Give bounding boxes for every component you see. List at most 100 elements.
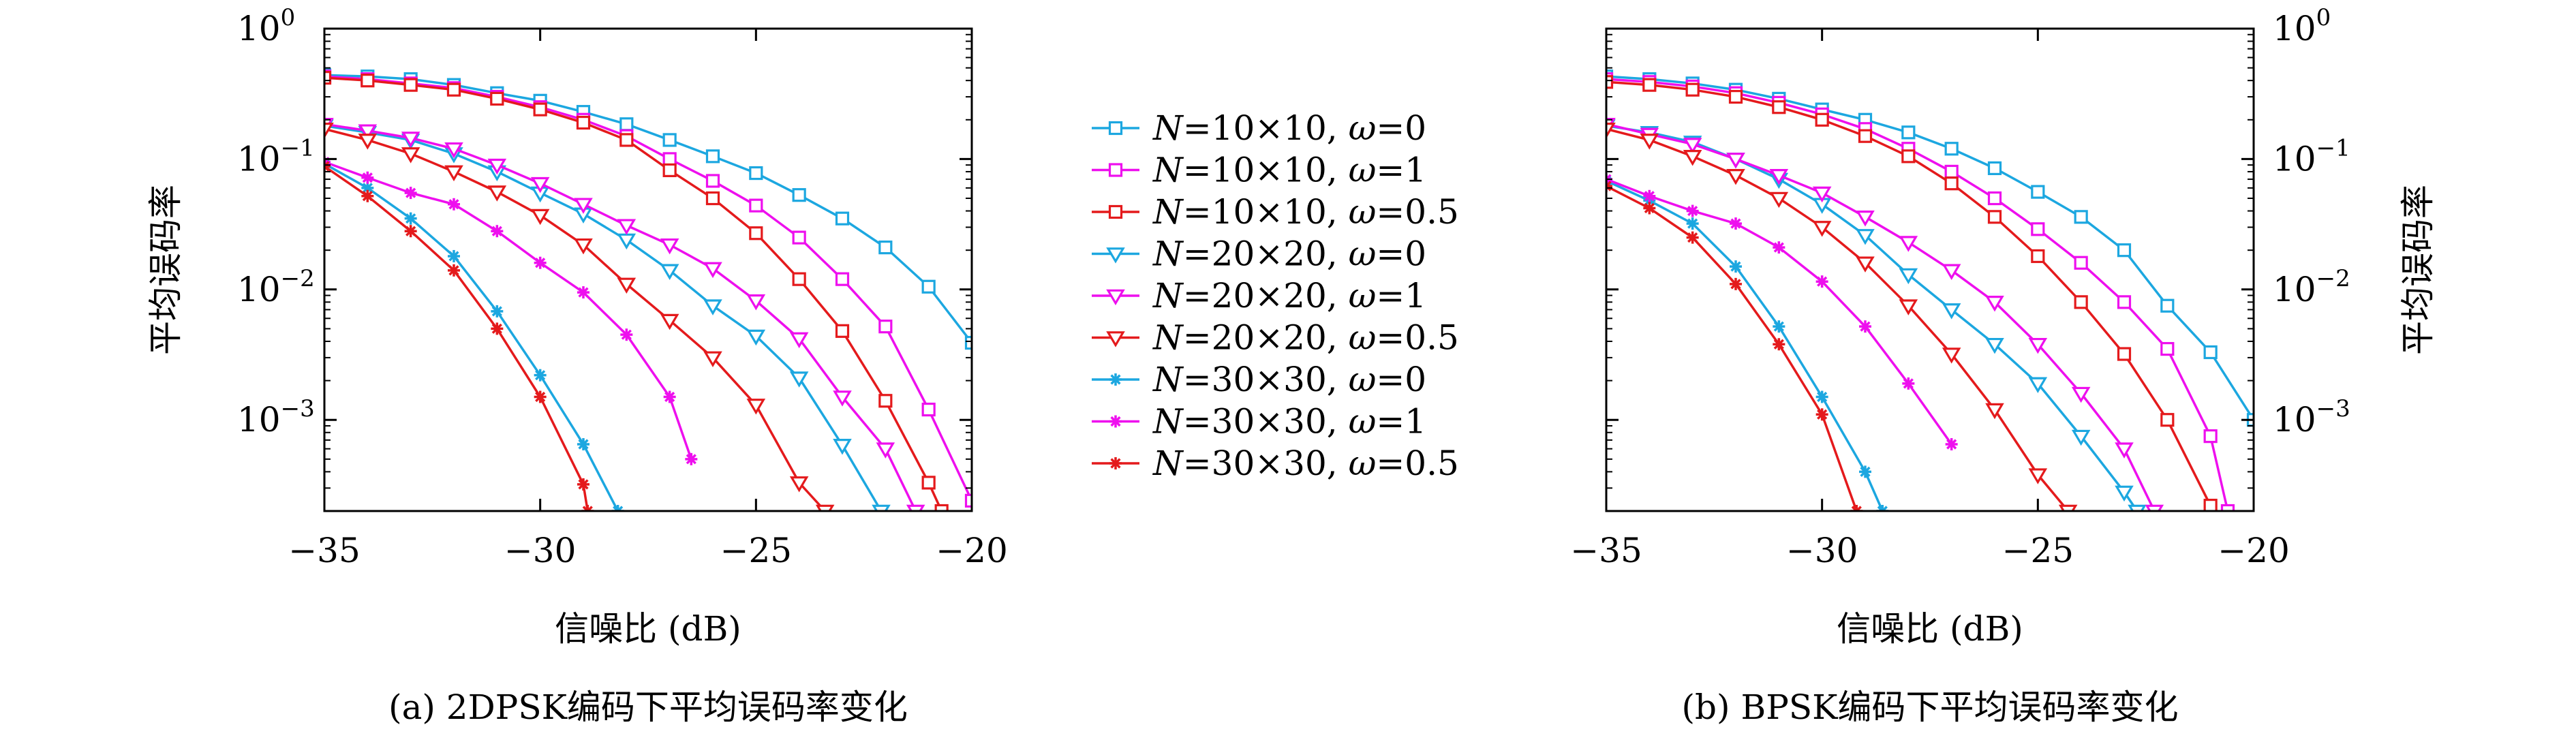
data-point bbox=[1772, 100, 1786, 114]
data-point bbox=[2074, 295, 2088, 309]
data-point bbox=[835, 324, 850, 338]
data-point bbox=[1769, 191, 1789, 208]
data-point bbox=[530, 208, 550, 226]
data-point bbox=[876, 442, 895, 459]
data-point bbox=[1815, 112, 1829, 127]
data-point bbox=[1901, 149, 1916, 164]
series-line bbox=[1606, 178, 1953, 446]
data-point bbox=[2028, 337, 2048, 354]
data-point bbox=[663, 390, 676, 403]
data-point bbox=[833, 439, 852, 455]
data-point bbox=[964, 493, 972, 508]
series-group-b bbox=[1606, 69, 2254, 511]
data-point bbox=[1726, 153, 1745, 169]
legend-marker bbox=[1109, 415, 1122, 428]
series-line bbox=[324, 124, 883, 511]
data-point bbox=[2160, 341, 2175, 356]
data-point bbox=[1858, 129, 1873, 143]
data-point bbox=[446, 82, 461, 97]
data-point bbox=[685, 452, 698, 465]
data-point bbox=[534, 256, 547, 269]
series-line bbox=[324, 123, 917, 511]
data-point bbox=[404, 225, 417, 238]
data-point bbox=[1856, 229, 1875, 245]
legend-entry: N=10×10, ω=1 bbox=[1092, 151, 1426, 190]
data-point bbox=[789, 332, 809, 349]
data-point bbox=[921, 402, 936, 417]
data-point bbox=[487, 158, 507, 175]
data-point bbox=[1944, 164, 1959, 179]
data-point bbox=[1985, 296, 2004, 312]
data-point bbox=[491, 305, 504, 318]
legend-label: N=10×10, ω=1 bbox=[1152, 151, 1426, 190]
data-point bbox=[2115, 442, 2134, 459]
data-point bbox=[660, 238, 679, 255]
data-point bbox=[2028, 468, 2048, 484]
x-axis-label-b: 信噪比 (dB) bbox=[1837, 609, 2023, 649]
data-point bbox=[491, 225, 504, 238]
legend-label: N=30×30, ω=0.5 bbox=[1152, 444, 1459, 483]
data-point bbox=[833, 390, 852, 407]
data-point bbox=[617, 219, 637, 235]
data-point bbox=[1812, 221, 1832, 237]
data-point bbox=[404, 187, 417, 200]
data-point bbox=[619, 117, 634, 132]
data-point bbox=[2071, 429, 2091, 446]
y-tick-label: 10−1 bbox=[237, 134, 315, 179]
data-point bbox=[619, 133, 634, 147]
data-point bbox=[487, 185, 507, 202]
data-point bbox=[1942, 347, 1961, 364]
data-point bbox=[1686, 231, 1699, 244]
y-tick-label: 10−1 bbox=[2273, 134, 2350, 179]
data-point bbox=[2031, 222, 2045, 236]
legend-entry: N=30×30, ω=0 bbox=[1092, 360, 1426, 399]
data-point bbox=[1942, 303, 1961, 320]
data-point bbox=[401, 147, 420, 164]
data-point bbox=[617, 277, 637, 294]
data-point bbox=[2160, 298, 2175, 313]
chart-panel-a: −35 −30 −25 −20 100 10−1 10−2 10−3 平均误码率 信噪比 (d… bbox=[146, 4, 1008, 727]
data-point bbox=[906, 504, 925, 511]
data-point bbox=[1899, 299, 1918, 315]
data-point bbox=[2071, 386, 2091, 403]
data-point bbox=[1643, 189, 1656, 202]
series-line bbox=[324, 76, 943, 511]
data-point bbox=[964, 335, 972, 350]
data-point bbox=[789, 476, 809, 493]
legend-label: N=20×20, ω=1 bbox=[1152, 276, 1426, 315]
data-point bbox=[1686, 204, 1699, 217]
data-point bbox=[2117, 243, 2132, 258]
caption-b: (b) BPSK编码下平均误码率变化 bbox=[1682, 687, 2179, 727]
y-tick-label: 10−3 bbox=[237, 395, 315, 439]
data-point bbox=[1901, 125, 1916, 140]
data-point bbox=[835, 272, 850, 286]
y-tick-label: 10−3 bbox=[2273, 395, 2350, 439]
legend-entry: N=20×20, ω=0 bbox=[1092, 234, 1426, 274]
series-line bbox=[324, 162, 619, 511]
data-point bbox=[491, 322, 504, 335]
series-line bbox=[1606, 179, 1884, 511]
data-point bbox=[705, 191, 720, 206]
data-point bbox=[1856, 211, 1875, 227]
data-point bbox=[324, 160, 331, 173]
x-tick-label: −35 bbox=[288, 531, 361, 570]
data-point bbox=[620, 328, 633, 341]
legend-label: N=30×30, ω=0 bbox=[1152, 360, 1426, 399]
data-point bbox=[792, 272, 806, 286]
y-tick-label: 100 bbox=[2273, 4, 2331, 48]
data-point bbox=[1944, 142, 1959, 156]
data-point bbox=[2031, 249, 2045, 264]
data-point bbox=[1730, 277, 1742, 290]
data-point bbox=[2220, 504, 2235, 511]
legend-entry: N=30×30, ω=0.5 bbox=[1092, 444, 1459, 483]
data-point bbox=[2074, 210, 2088, 224]
legend-marker bbox=[1106, 331, 1125, 347]
data-point bbox=[662, 152, 677, 166]
data-point bbox=[1683, 150, 1702, 166]
legend-marker bbox=[1108, 121, 1123, 136]
series-line bbox=[1606, 185, 1858, 511]
data-point bbox=[703, 351, 722, 368]
data-point bbox=[1987, 161, 2002, 176]
data-point bbox=[2117, 347, 2132, 361]
